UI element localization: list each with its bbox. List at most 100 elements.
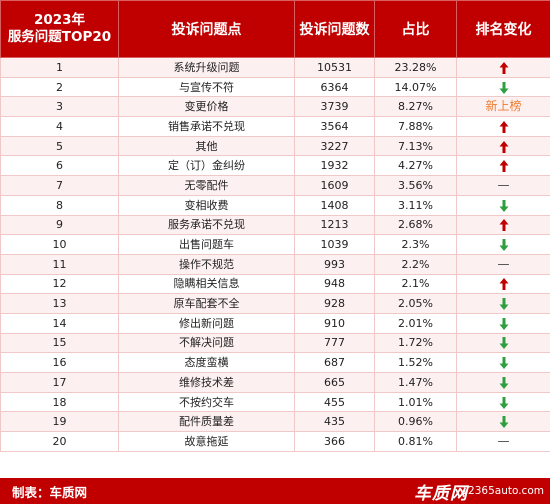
issue-cell: 隐瞒相关信息 (118, 273, 295, 295)
issue-cell: 不解决问题 (118, 332, 295, 354)
count-cell: 1932 (294, 155, 375, 177)
arrow-down-icon (499, 376, 508, 389)
rank-cell: 16 (0, 352, 119, 373)
rank-cell: 13 (0, 293, 119, 314)
issue-cell: 态度蛮横 (118, 352, 295, 373)
change-cell (456, 214, 550, 236)
share-cell: 14.07% (374, 76, 457, 98)
issue-cell: 不按约交车 (118, 391, 295, 413)
count-cell: 993 (294, 253, 375, 275)
count-cell: 928 (294, 293, 375, 314)
table-row: 19 配件质量差 435 0.96% (0, 411, 550, 433)
issue-cell: 维修技术差 (118, 372, 295, 393)
rank-cell: 1 (0, 57, 119, 78)
no-change-mark: — (497, 256, 510, 271)
issue-cell: 配件质量差 (118, 411, 295, 433)
rank-cell: 18 (0, 391, 119, 413)
arrow-up-icon (499, 61, 508, 74)
rank-cell: 14 (0, 312, 119, 334)
issue-cell: 销售承诺不兑现 (118, 116, 295, 137)
table-credit: 制表：车质网 (12, 485, 88, 500)
count-cell: 3739 (294, 96, 375, 118)
share-cell: 3.56% (374, 175, 457, 196)
table-row: 8 变相收费 1408 3.11% (0, 194, 550, 216)
rank-header-line1: 2023年 (33, 12, 86, 28)
table-header-row: 2023年 服务问题TOP20 投诉问题点 投诉问题数 占比 排名变化 (0, 0, 550, 58)
table-row: 2 与宣传不符 6364 14.07% (0, 76, 550, 98)
no-change-mark: — (497, 433, 510, 448)
table-row: 10 出售问题车 1039 2.3% (0, 234, 550, 255)
share-cell: 4.27% (374, 155, 457, 177)
table-row: 12 隐瞒相关信息 948 2.1% (0, 273, 550, 295)
share-cell: 1.72% (374, 332, 457, 354)
arrow-down-icon (499, 81, 508, 94)
count-cell: 910 (294, 312, 375, 334)
share-cell: 2.05% (374, 293, 457, 314)
share-cell: 7.13% (374, 135, 457, 157)
arrow-down-icon (499, 396, 508, 409)
count-column-header: 投诉问题数 (294, 0, 375, 58)
table-row: 14 修出新问题 910 2.01% (0, 312, 550, 334)
change-cell (456, 273, 550, 295)
arrow-down-icon (499, 416, 508, 429)
share-cell: 8.27% (374, 96, 457, 118)
rank-cell: 8 (0, 194, 119, 216)
share-cell: 0.96% (374, 411, 457, 433)
change-cell (456, 391, 550, 413)
count-cell: 3227 (294, 135, 375, 157)
rank-cell: 12 (0, 273, 119, 295)
rank-cell: 2 (0, 76, 119, 98)
issue-cell: 原车配套不全 (118, 293, 295, 314)
table-row: 5 其他 3227 7.13% (0, 135, 550, 157)
table-row: 15 不解决问题 777 1.72% (0, 332, 550, 354)
share-cell: 3.11% (374, 194, 457, 216)
brand-logo: 车质网 (414, 484, 468, 504)
share-cell: 1.47% (374, 372, 457, 393)
table-row: 3 变更价格 3739 8.27% 新上榜 (0, 96, 550, 118)
rank-cell: 20 (0, 431, 119, 452)
arrow-down-icon (499, 199, 508, 212)
issue-cell: 服务承诺不兑现 (118, 214, 295, 236)
rank-cell: 11 (0, 253, 119, 275)
issue-cell: 修出新问题 (118, 312, 295, 334)
rank-cell: 6 (0, 155, 119, 177)
issue-cell: 系统升级问题 (118, 57, 295, 78)
share-cell: 2.1% (374, 273, 457, 295)
table-row: 6 定（订）金纠纷 1932 4.27% (0, 155, 550, 177)
rank-column-header: 2023年 服务问题TOP20 (0, 0, 119, 58)
count-cell: 948 (294, 273, 375, 295)
arrow-down-icon (499, 298, 508, 311)
no-change-mark: — (497, 177, 510, 192)
share-cell: 2.3% (374, 234, 457, 255)
share-cell: 23.28% (374, 57, 457, 78)
arrow-down-icon (499, 239, 508, 252)
change-cell (456, 372, 550, 393)
change-cell (456, 411, 550, 433)
arrow-up-icon (499, 219, 508, 232)
change-cell (456, 194, 550, 216)
change-cell (456, 234, 550, 255)
issue-cell: 与宣传不符 (118, 76, 295, 98)
rank-cell: 9 (0, 214, 119, 236)
rank-cell: 7 (0, 175, 119, 196)
change-cell: 新上榜 (456, 96, 550, 118)
change-cell: — (456, 431, 550, 452)
change-cell (456, 332, 550, 354)
change-cell (456, 57, 550, 78)
share-cell: 2.68% (374, 214, 457, 236)
count-cell: 1408 (294, 194, 375, 216)
count-cell: 6364 (294, 76, 375, 98)
change-cell (456, 352, 550, 373)
arrow-up-icon (499, 278, 508, 291)
issue-cell: 出售问题车 (118, 234, 295, 255)
arrow-up-icon (499, 160, 508, 173)
issue-cell: 变相收费 (118, 194, 295, 216)
table-row: 17 维修技术差 665 1.47% (0, 372, 550, 393)
issue-cell: 定（订）金纠纷 (118, 155, 295, 177)
count-cell: 1609 (294, 175, 375, 196)
rank-header-line2: 服务问题TOP20 (7, 29, 112, 45)
arrow-down-icon (499, 337, 508, 350)
change-cell: — (456, 253, 550, 275)
table-row: 4 销售承诺不兑现 3564 7.88% (0, 116, 550, 137)
